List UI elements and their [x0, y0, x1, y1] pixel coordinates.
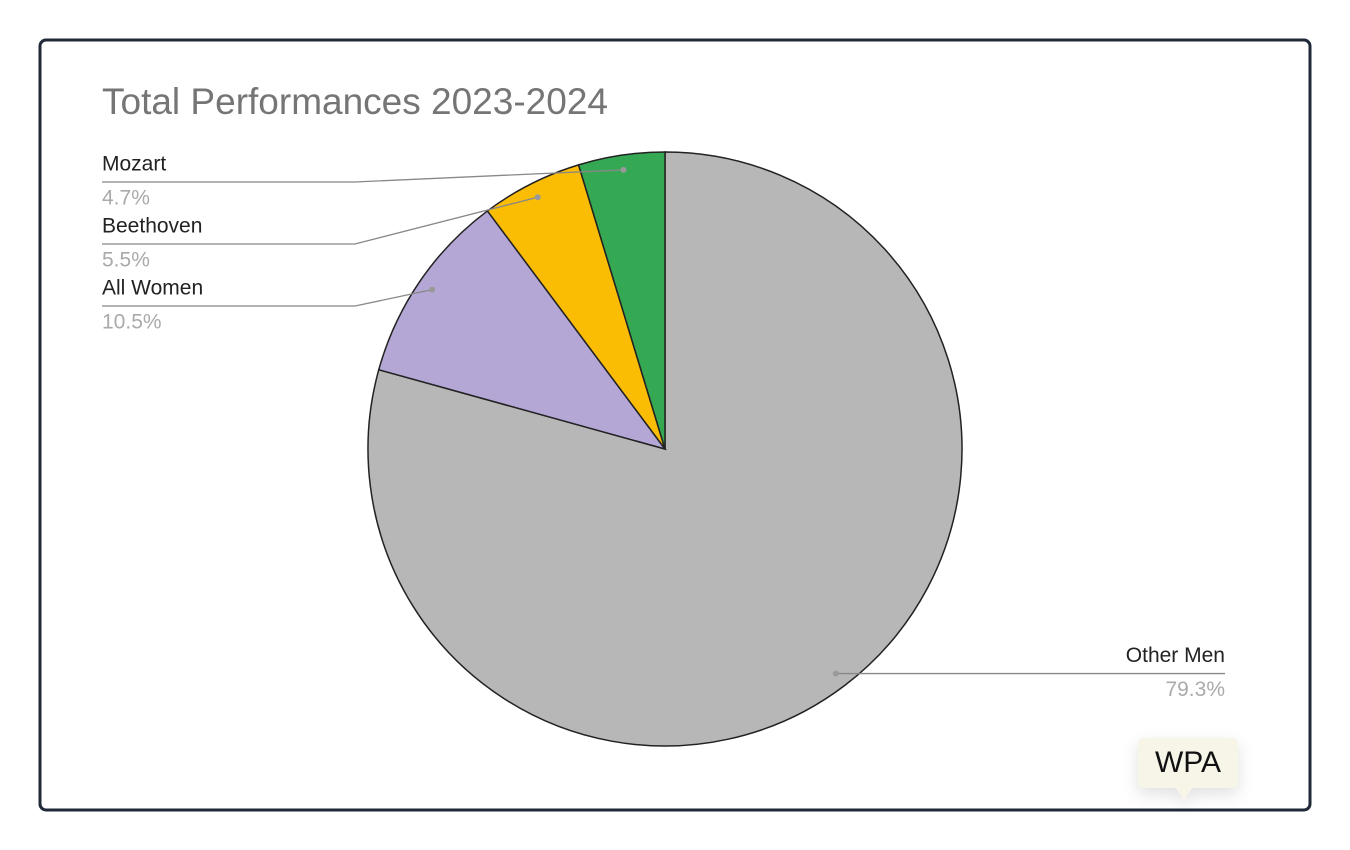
leader-line — [102, 169, 624, 183]
tooltip-text: WPA — [1155, 746, 1221, 779]
pie-slice — [577, 151, 666, 450]
slice-value: 5.5% — [102, 249, 150, 272]
slice-label: Beethoven — [102, 215, 202, 238]
leader-line — [102, 289, 433, 307]
tooltip-box — [1138, 738, 1238, 788]
slice-value: 10.5% — [102, 311, 162, 334]
tooltip — [1138, 738, 1238, 800]
leader-dot — [620, 166, 627, 173]
slice-label: Mozart — [102, 153, 166, 176]
slice-label: Other Men — [1126, 644, 1225, 667]
tooltip-tail — [1176, 788, 1192, 800]
slice-value: 4.7% — [102, 187, 150, 210]
leader-dot — [832, 670, 839, 677]
leader-line — [102, 196, 538, 245]
leader-dot — [429, 286, 436, 293]
slice-label: All Women — [102, 277, 203, 300]
slice-value: 79.3% — [1165, 678, 1225, 701]
leader-dot — [534, 194, 541, 201]
pie-slice — [377, 209, 667, 451]
chart-title: Total Performances 2023-2024 — [102, 81, 608, 122]
